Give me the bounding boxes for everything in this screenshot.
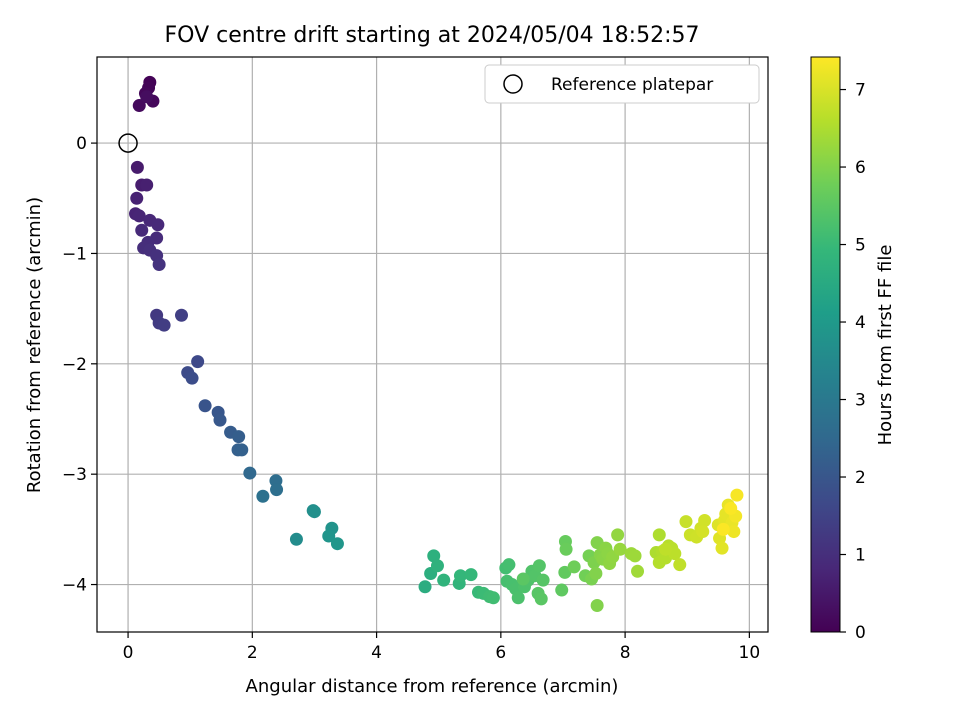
data-point xyxy=(198,399,212,413)
data-point xyxy=(696,525,710,539)
data-point xyxy=(191,355,205,369)
data-points xyxy=(129,75,744,613)
x-tick-label: 6 xyxy=(495,643,506,663)
grid-lines xyxy=(97,57,768,632)
data-point xyxy=(715,541,729,555)
colorbar-tick-label: 7 xyxy=(855,81,866,101)
y-tick-label: −4 xyxy=(62,576,87,596)
data-point xyxy=(256,489,270,503)
data-point xyxy=(235,443,249,457)
colorbar: 0 1 2 3 4 5 6 7 Hours from first FF file xyxy=(810,56,896,643)
data-point xyxy=(464,568,478,582)
data-point xyxy=(536,573,550,587)
y-axis-ticks: 0 −1 −2 −3 −4 xyxy=(62,134,97,596)
colorbar-tick-label: 1 xyxy=(855,546,866,566)
data-point xyxy=(437,573,451,587)
x-tick-label: 4 xyxy=(371,643,382,663)
data-point xyxy=(418,580,432,594)
x-tick-label: 0 xyxy=(123,643,134,663)
y-tick-label: −3 xyxy=(62,465,87,485)
data-point xyxy=(673,558,687,572)
data-point xyxy=(589,567,603,581)
data-point xyxy=(502,558,516,572)
data-point xyxy=(567,560,581,574)
colorbar-tick-label: 2 xyxy=(855,468,866,488)
x-tick-label: 8 xyxy=(620,643,631,663)
y-tick-label: −2 xyxy=(62,355,87,375)
legend: Reference platepar xyxy=(484,64,760,104)
data-point xyxy=(132,209,146,223)
x-tick-label: 2 xyxy=(247,643,258,663)
data-point xyxy=(511,591,525,605)
data-point xyxy=(174,308,188,322)
legend-box xyxy=(484,64,760,104)
legend-entry-label: Reference platepar xyxy=(551,75,713,95)
data-point xyxy=(427,549,441,563)
data-point xyxy=(307,505,321,519)
data-point xyxy=(322,529,336,543)
data-point xyxy=(730,488,744,502)
y-axis-label: Rotation from reference (arcmin) xyxy=(24,197,45,493)
y-tick-label: 0 xyxy=(76,134,87,154)
data-point xyxy=(135,223,149,237)
data-point xyxy=(140,178,154,192)
data-point xyxy=(152,257,166,271)
colorbar-tick-label: 4 xyxy=(855,313,866,333)
data-point xyxy=(590,599,604,613)
plot-frame xyxy=(96,56,769,633)
data-point xyxy=(679,515,693,529)
data-point xyxy=(232,430,246,444)
data-point xyxy=(534,592,548,606)
data-point xyxy=(151,218,165,232)
data-point xyxy=(213,413,227,427)
data-point xyxy=(727,525,741,539)
x-tick-label: 10 xyxy=(739,643,761,663)
data-point xyxy=(130,160,144,174)
data-point xyxy=(486,591,500,605)
colorbar-tick-label: 0 xyxy=(855,623,866,643)
data-point xyxy=(132,99,146,113)
data-point xyxy=(559,542,573,556)
data-point xyxy=(453,569,467,583)
colorbar-label: Hours from first FF file xyxy=(875,245,896,446)
colorbar-ticks: 0 1 2 3 4 5 6 7 xyxy=(840,81,866,643)
data-point xyxy=(631,564,645,578)
data-point xyxy=(140,90,154,104)
data-point xyxy=(516,572,530,586)
data-point xyxy=(532,559,546,573)
data-point xyxy=(185,371,199,385)
colorbar-tick-label: 6 xyxy=(855,158,866,178)
colorbar-tick-label: 5 xyxy=(855,236,866,256)
data-point xyxy=(243,466,257,480)
data-point xyxy=(157,318,171,332)
data-point xyxy=(628,549,642,563)
data-point xyxy=(613,542,627,556)
data-point xyxy=(130,191,144,205)
data-point xyxy=(716,522,730,536)
data-point xyxy=(724,501,738,515)
data-point xyxy=(270,483,284,497)
legend-marker-icon xyxy=(503,74,523,94)
data-point xyxy=(658,542,672,556)
data-point xyxy=(430,559,444,573)
x-axis-ticks: 0 2 4 6 8 10 xyxy=(123,632,761,663)
data-point xyxy=(652,528,666,542)
chart-title: FOV centre drift starting at 2024/05/04 … xyxy=(165,23,700,48)
data-point xyxy=(698,514,712,528)
colorbar-strip xyxy=(810,56,841,633)
data-point xyxy=(611,528,625,542)
reference-platepar-marker xyxy=(118,133,138,153)
data-point xyxy=(555,583,569,597)
x-axis-label: Angular distance from reference (arcmin) xyxy=(246,676,619,697)
y-tick-label: −1 xyxy=(62,244,87,264)
colorbar-tick-label: 3 xyxy=(855,391,866,411)
data-point xyxy=(330,537,344,551)
data-point xyxy=(289,532,303,546)
